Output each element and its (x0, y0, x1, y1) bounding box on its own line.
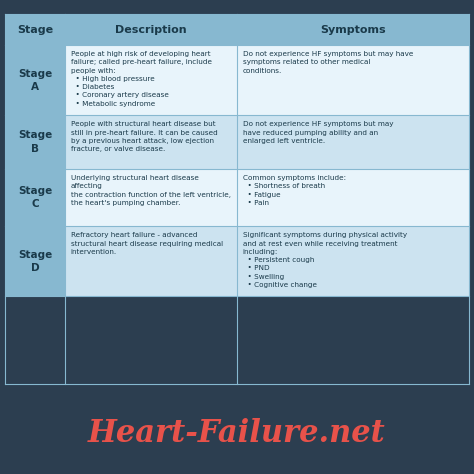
Text: Stage: Stage (17, 25, 53, 35)
Text: Underlying structural heart disease
affecting
the contraction function of the le: Underlying structural heart disease affe… (71, 175, 231, 206)
Text: Stage
A: Stage A (18, 69, 52, 92)
Bar (0, 384, 474, 474)
Bar (5, 45, 65, 115)
Text: Symptoms: Symptoms (320, 25, 386, 35)
Bar (5, 115, 65, 169)
Bar (5, 169, 65, 226)
Text: People at high risk of developing heart
failure; called pre-heart failure, inclu: People at high risk of developing heart … (71, 51, 212, 107)
Bar (237, 115, 469, 169)
Bar (65, 115, 237, 169)
Text: Significant symptoms during physical activity
and at rest even while receiving t: Significant symptoms during physical act… (243, 232, 407, 288)
Bar (65, 45, 237, 115)
Text: Stage
C: Stage C (18, 186, 52, 209)
Bar (237, 45, 469, 115)
Text: Stage
B: Stage B (18, 130, 52, 154)
Bar (65, 226, 237, 296)
Bar (5, 14, 469, 45)
Text: Refractory heart failure - advanced
structural heart disease requiring medical
i: Refractory heart failure - advanced stru… (71, 232, 223, 255)
Text: Heart-Failure.net: Heart-Failure.net (88, 418, 386, 449)
Text: Do not experience HF symptoms but may
have reduced pumping ability and an
enlarg: Do not experience HF symptoms but may ha… (243, 121, 393, 144)
Bar (237, 169, 469, 226)
Bar (65, 169, 237, 226)
Text: Common symptoms include:
  • Shortness of breath
  • Fatigue
  • Pain: Common symptoms include: • Shortness of … (243, 175, 346, 206)
Bar (5, 226, 65, 296)
Text: Stage
D: Stage D (18, 250, 52, 273)
Text: Do not experience HF symptoms but may have
symptoms related to other medical
con: Do not experience HF symptoms but may ha… (243, 51, 413, 73)
Text: People with structural heart disease but
still in pre-heart failure. It can be c: People with structural heart disease but… (71, 121, 218, 152)
Bar (237, 226, 469, 296)
Text: Description: Description (115, 25, 187, 35)
